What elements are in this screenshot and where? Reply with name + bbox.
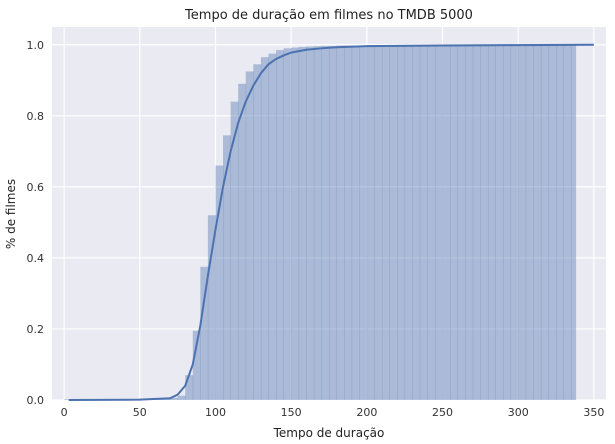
- histogram-bar: [253, 64, 262, 401]
- histogram-bar: [64, 399, 73, 400]
- histogram-bar: [170, 397, 179, 400]
- histogram-bar: [359, 45, 368, 400]
- y-tick-label: 0.8: [27, 110, 45, 123]
- histogram-bar: [185, 375, 194, 400]
- x-axis-label: Tempo de duração: [273, 426, 385, 440]
- histogram-bar: [374, 45, 383, 401]
- histogram-bar: [442, 45, 451, 401]
- x-tick-label: 150: [281, 406, 302, 419]
- cdf-line: [68, 43, 594, 401]
- histogram-bar: [548, 45, 557, 401]
- histogram-bar: [472, 45, 481, 401]
- histogram-bar: [351, 45, 360, 400]
- y-tick-label: 0.2: [27, 323, 45, 336]
- histogram-bar: [268, 53, 277, 401]
- histogram-bar: [336, 45, 345, 400]
- histogram-bar: [556, 45, 565, 401]
- series-lines: [68, 43, 594, 401]
- histogram-bar: [223, 135, 232, 400]
- histogram-bar: [192, 330, 201, 400]
- histogram-bar: [306, 46, 315, 401]
- histogram-bar: [207, 215, 216, 400]
- histogram-bar: [397, 45, 406, 401]
- y-tick-label: 0.6: [27, 181, 45, 194]
- histogram-bar: [412, 45, 421, 401]
- x-tick-label: 0: [61, 406, 68, 419]
- histogram-bar: [487, 45, 496, 401]
- histogram-bar: [450, 45, 459, 401]
- histogram-bars: [64, 44, 577, 401]
- tick-labels: 0 50 100 150 200 250 300 350 0.0 0.2 0.4 0.6 0.8 1.0: [27, 39, 605, 419]
- histogram-bar: [533, 45, 542, 401]
- histogram-bar: [563, 45, 572, 401]
- x-tick-label: 200: [356, 406, 377, 419]
- histogram-bar: [344, 45, 353, 400]
- histogram-bar: [200, 266, 209, 400]
- histogram-bar: [518, 45, 527, 401]
- histogram-bar: [381, 45, 390, 401]
- histogram-bar: [434, 45, 443, 401]
- histogram-bar: [177, 395, 186, 400]
- y-tick-label: 0.0: [27, 394, 45, 407]
- histogram-bar: [366, 45, 375, 401]
- histogram-bar: [427, 45, 436, 401]
- x-tick-label: 350: [583, 406, 604, 419]
- histogram-bar: [329, 45, 337, 401]
- x-tick-label: 300: [508, 406, 529, 419]
- y-tick-label: 0.4: [27, 252, 45, 265]
- histogram-bar: [540, 45, 549, 401]
- x-tick-label: 50: [133, 406, 147, 419]
- histogram-bar: [480, 45, 489, 401]
- x-tick-label: 250: [432, 406, 453, 419]
- histogram-bar: [465, 45, 474, 401]
- histogram-bar: [215, 165, 224, 400]
- histogram-bar: [260, 57, 269, 400]
- histogram-bar: [283, 48, 292, 401]
- histogram-bar: [291, 47, 300, 400]
- y-axis-label: % de filmes: [4, 179, 18, 249]
- histogram-bar: [525, 45, 534, 401]
- histogram-bar: [419, 45, 428, 401]
- histogram-bar: [230, 101, 239, 400]
- histogram-bar: [495, 45, 504, 401]
- chart-title: Tempo de duração em filmes no TMDB 5000: [184, 8, 473, 23]
- histogram-bar: [245, 71, 254, 401]
- histogram-bar: [276, 50, 284, 400]
- histogram-bar: [321, 45, 330, 401]
- histogram-bar: [503, 45, 512, 401]
- plot-area: [52, 27, 606, 400]
- histogram-bar: [404, 45, 413, 401]
- histogram-bar: [510, 45, 519, 401]
- histogram-bar: [389, 45, 398, 401]
- y-tick-label: 1.0: [27, 39, 45, 52]
- histogram-bar: [571, 44, 577, 401]
- histogram-bar: [238, 83, 247, 400]
- x-tick-label: 100: [205, 406, 226, 419]
- histogram-bar: [457, 45, 466, 401]
- histogram-bar: [298, 46, 307, 400]
- histogram-bar: [313, 46, 322, 400]
